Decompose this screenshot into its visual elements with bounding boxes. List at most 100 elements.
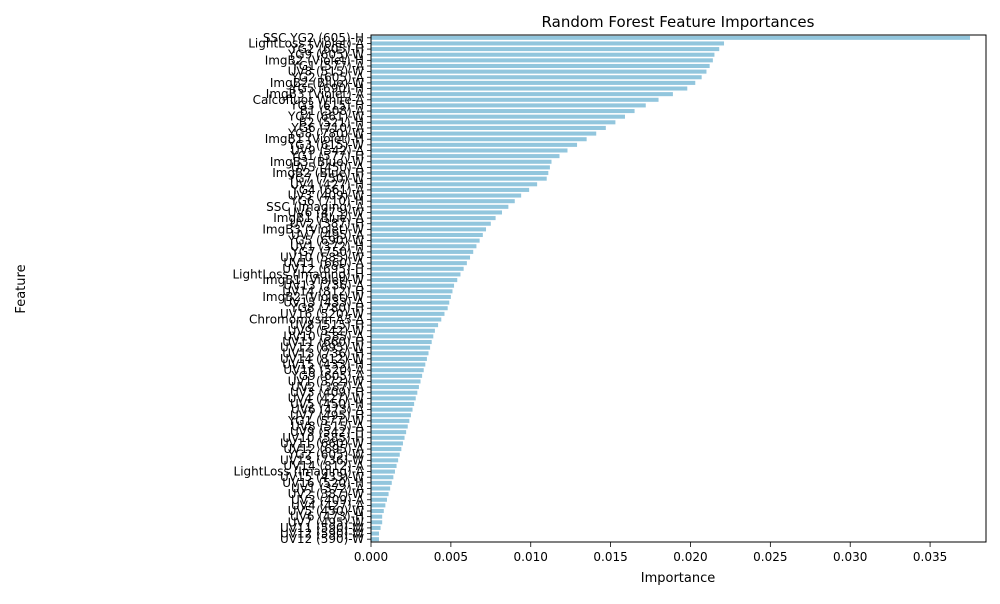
bar	[371, 193, 522, 198]
bar	[371, 216, 496, 221]
y-tick-label: UV2 (387)-A	[291, 380, 365, 394]
y-tick-label: YG2 (605)-W	[287, 448, 364, 462]
bar	[371, 137, 587, 142]
y-tick-label: Chromomysin A3-A	[249, 312, 365, 326]
y-tick-label: UV12 (590)-W	[280, 527, 364, 541]
x-tick-label: 0.015	[593, 550, 627, 564]
bar	[371, 35, 971, 40]
y-tick-label: UV15 (433)-W	[280, 470, 364, 484]
bar	[371, 109, 635, 114]
y-tick-label: YG6 (710)-H	[289, 194, 364, 208]
bar	[371, 447, 402, 452]
y-tick-label: UV10 (585)-W	[280, 251, 364, 265]
y-tick-label: SSC YG2 (605)-H	[263, 31, 364, 45]
x-tick-label: 0.000	[354, 550, 388, 564]
bar	[371, 469, 395, 474]
bar	[371, 176, 547, 181]
bar	[371, 480, 392, 485]
bar	[371, 278, 458, 283]
y-tick-label: UV5 (450)-A	[291, 160, 365, 174]
y-tick-label: YG6 (710)-A	[290, 121, 364, 135]
bar	[371, 413, 411, 418]
y-tick-label: UV14 (812)-W	[280, 352, 364, 366]
bar	[371, 154, 560, 159]
y-tick-label: UV13 (736)-A	[283, 279, 364, 293]
y-tick-label: UV3 (409)-H	[290, 386, 364, 400]
y-tick-label: UV13 (736)-H	[282, 346, 364, 360]
bar	[371, 97, 659, 102]
bar	[371, 492, 389, 497]
y-tick-label: UV16 (520)-W	[280, 307, 364, 321]
bar	[371, 249, 474, 254]
bar	[371, 508, 384, 514]
y-tick-label: YG4 (661)-W	[287, 110, 364, 124]
bar	[371, 41, 725, 46]
bar	[371, 238, 480, 243]
bar	[371, 300, 450, 305]
bar	[371, 148, 568, 153]
y-tick-label: UV1 (372)-W	[288, 374, 365, 388]
y-tick-label: UV9 (542)-H	[290, 425, 364, 439]
bar	[371, 424, 408, 429]
y-tick-label: UV7 (495)-A	[291, 228, 365, 242]
y-tick-label: UV10 (585)-H	[282, 431, 364, 445]
y-tick-label: YG9 (605)-W	[287, 48, 364, 62]
bar	[371, 114, 625, 119]
y-tick-label: UV14 (812)-A	[283, 459, 364, 473]
bar	[371, 244, 477, 249]
y-tick-label: UV2 (387)-H	[290, 217, 364, 231]
bar	[371, 142, 578, 147]
y-tick-label: UV5 (450)-H	[290, 397, 364, 411]
bar	[371, 362, 426, 367]
bar	[371, 407, 413, 412]
bar	[371, 351, 429, 356]
y-tick-label: UV6 (473)-W	[288, 205, 365, 219]
bar	[371, 525, 381, 530]
bar	[371, 255, 471, 260]
y-tick-label: ImgB2 (Violet)-W	[262, 290, 364, 304]
y-tick-label: YG7 (750)-W	[287, 172, 364, 186]
bar	[371, 227, 487, 232]
bar	[371, 531, 379, 536]
x-tick-label: 0.005	[434, 550, 468, 564]
bar	[371, 187, 530, 192]
bar	[371, 75, 702, 80]
bar	[371, 373, 423, 378]
bar	[371, 103, 646, 108]
y-tick-label: ImgB2 (Blue)-H	[272, 166, 364, 180]
y-tick-label: LightLoss (Imaging)-A	[234, 465, 365, 479]
bar	[371, 503, 386, 508]
y-tick-label: UV8 (515)-H	[290, 318, 364, 332]
bar	[371, 261, 467, 266]
bar	[371, 283, 455, 288]
bars-group	[371, 35, 971, 542]
bar	[371, 475, 394, 480]
bar	[371, 63, 710, 69]
y-tick-label: YG3 (615)-H	[289, 98, 364, 112]
y-tick-label: UV15 (433)-H	[282, 358, 364, 372]
y-tick-label: YG1 (577)-A	[290, 59, 364, 73]
y-tick-label: UV11 (660)-H	[282, 335, 364, 349]
y-tick-label: YG1 (577)-H	[289, 149, 364, 163]
y-tick-label: UV3 (409)-A	[291, 493, 365, 507]
y-tick-label: UV1 (372)-H	[290, 239, 364, 253]
y-tick-label: UV12 (695)-A	[283, 442, 364, 456]
y-tick-label: UV4 (427)-H	[290, 177, 364, 191]
y-tick-label: YG4 (661)-A	[290, 183, 364, 197]
bar	[371, 311, 445, 316]
bar	[371, 210, 502, 215]
y-tick-label: UV3 (409)-W	[288, 189, 365, 203]
bar	[371, 463, 397, 468]
bar	[371, 430, 407, 435]
bar	[371, 396, 416, 401]
y-tick-label: UV12 (695)-W	[280, 341, 364, 355]
y-tick-label: YG5 (690)-W	[287, 234, 364, 248]
y-tick-label: LightLoss (Violet)-A	[248, 36, 365, 50]
y-tick-label: UV11 (660)-A	[283, 256, 364, 270]
y-tick-label: YG9 (605)-A	[290, 369, 364, 383]
y-tick-label: UV11 (660)-W	[280, 436, 364, 450]
y-tick-label: B1 (508)-A	[300, 104, 365, 118]
y-tick-label: YG8 (780)-H	[289, 301, 364, 315]
y-tick-label: YG5 (690)-H	[289, 82, 364, 96]
